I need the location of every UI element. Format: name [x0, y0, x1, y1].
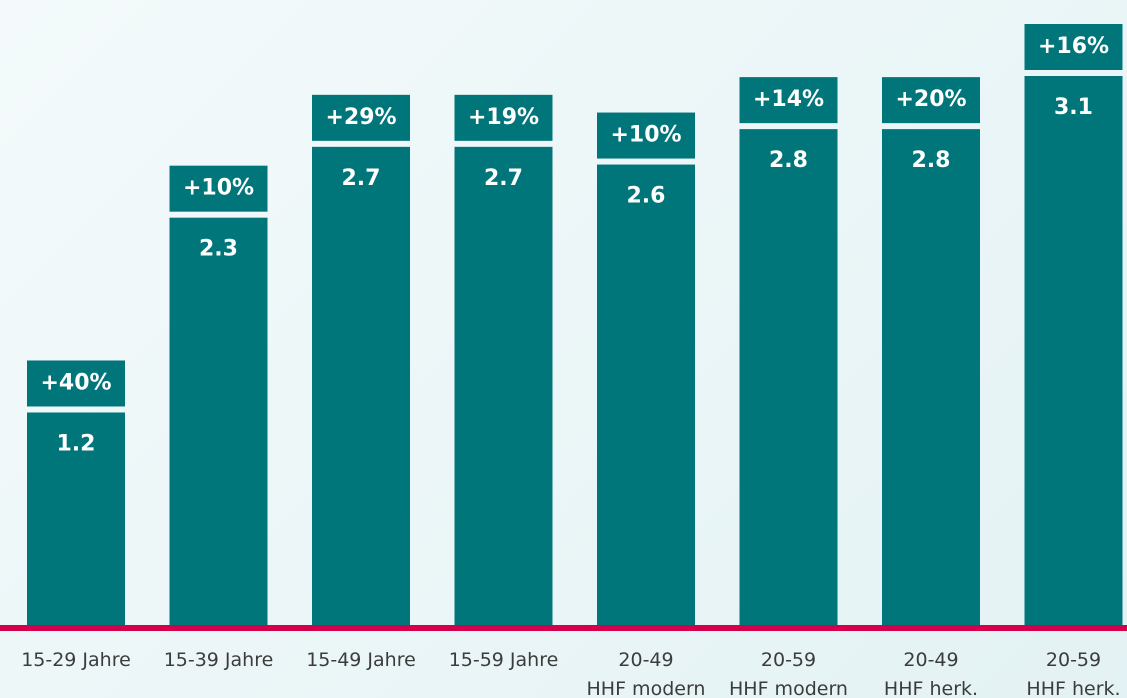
- x-tick-label: 15-49 Jahre: [306, 649, 416, 671]
- annotation: +19%: [468, 105, 539, 130]
- annotation: +16%: [1038, 34, 1109, 59]
- bar: [454, 146, 553, 625]
- x-tick-label: 20-49 HHF modern: [586, 649, 706, 698]
- annotation-box: [882, 77, 980, 124]
- annotation-box: [312, 94, 410, 141]
- bar: [27, 412, 125, 625]
- annotation-box: [1024, 24, 1123, 70]
- bar: [312, 146, 410, 625]
- value-label: 3.1: [1054, 95, 1093, 120]
- x-tick-label: 15-29 Jahre: [21, 649, 131, 671]
- annotation-box: [169, 165, 268, 212]
- baseline: [0, 625, 1127, 631]
- annotation-box: [454, 94, 553, 141]
- annotation-box: [739, 77, 838, 124]
- bar: [169, 217, 268, 625]
- value-label: 2.7: [484, 166, 523, 191]
- annotation-box: [597, 112, 695, 159]
- annotation: +14%: [753, 87, 824, 112]
- value-label: 2.3: [199, 237, 238, 262]
- annotation: +10%: [183, 176, 254, 201]
- value-label: 2.7: [342, 166, 381, 191]
- value-label: 2.8: [912, 148, 951, 173]
- value-label: 2.8: [769, 148, 808, 173]
- bar: [597, 164, 695, 625]
- annotation: +29%: [325, 105, 396, 130]
- value-label: 2.6: [627, 184, 666, 209]
- annotation: +20%: [895, 87, 966, 112]
- x-tick-label: 20-49 HHF herk.: [883, 649, 979, 698]
- x-tick-label: 20-59 HHF herk.: [1026, 649, 1121, 698]
- value-label: 1.2: [57, 431, 96, 456]
- bar: [1024, 76, 1123, 625]
- bar: [739, 129, 838, 625]
- x-tick-label: 15-39 Jahre: [163, 649, 274, 671]
- annotation: +40%: [40, 370, 111, 395]
- bar: [882, 129, 980, 625]
- x-tick-label: 15-59 Jahre: [448, 649, 559, 671]
- annotation-box: [27, 360, 125, 407]
- x-tick-label: 20-59 HHF modern: [729, 649, 848, 698]
- annotation: +10%: [610, 123, 681, 148]
